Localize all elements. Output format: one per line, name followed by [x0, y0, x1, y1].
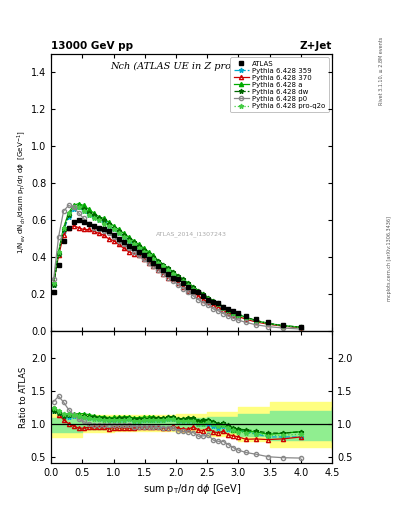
Legend: ATLAS, Pythia 6.428 359, Pythia 6.428 370, Pythia 6.428 a, Pythia 6.428 dw, Pyth: ATLAS, Pythia 6.428 359, Pythia 6.428 37… — [230, 57, 329, 113]
Y-axis label: Ratio to ATLAS: Ratio to ATLAS — [19, 367, 28, 428]
Text: Nch (ATLAS UE in Z production): Nch (ATLAS UE in Z production) — [111, 62, 272, 71]
Text: Rivet 3.1.10, ≥ 2.8M events: Rivet 3.1.10, ≥ 2.8M events — [379, 36, 384, 104]
Y-axis label: 1/N$_{\mathsf{ev}}$ dN$_{\mathsf{ch}}$/dsum p$_\mathsf{T}$/d$\eta$ d$\phi$  [GeV: 1/N$_{\mathsf{ev}}$ dN$_{\mathsf{ch}}$/d… — [15, 131, 28, 254]
Text: 13000 GeV pp: 13000 GeV pp — [51, 41, 133, 51]
Text: Z+Jet: Z+Jet — [300, 41, 332, 51]
Text: ATLAS_2014_I1307243: ATLAS_2014_I1307243 — [156, 231, 227, 237]
Text: mcplots.cern.ch [arXiv:1306.3436]: mcplots.cern.ch [arXiv:1306.3436] — [387, 216, 391, 301]
X-axis label: sum p$_\mathsf{T}$/d$\eta$ d$\phi$ [GeV]: sum p$_\mathsf{T}$/d$\eta$ d$\phi$ [GeV] — [143, 482, 241, 497]
